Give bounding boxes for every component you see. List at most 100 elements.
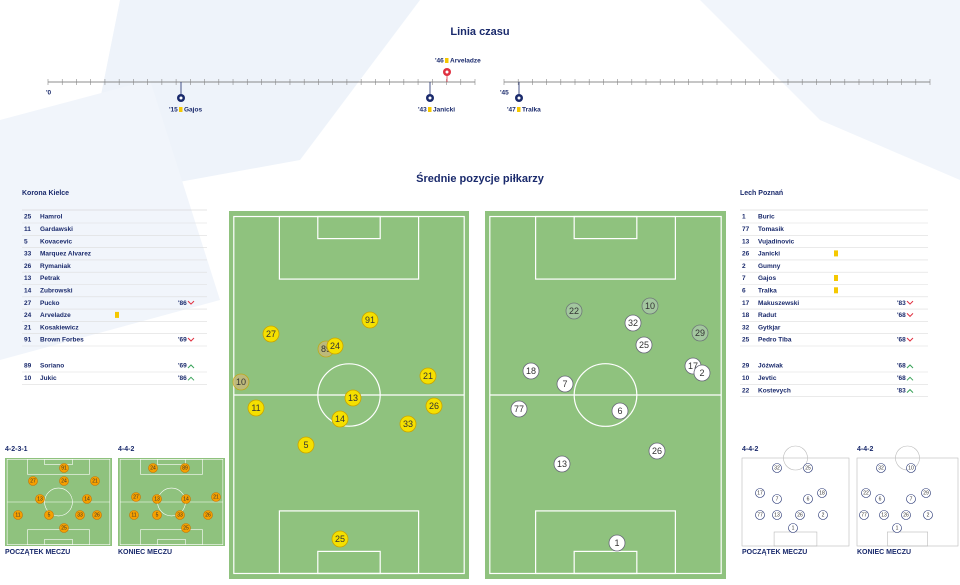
formation-marker bbox=[803, 494, 813, 504]
player-name: Tomasik bbox=[758, 226, 784, 233]
marker-number: 26 bbox=[429, 401, 439, 411]
formation-number: 10 bbox=[908, 466, 914, 472]
yellow-card bbox=[834, 287, 838, 294]
formation-number: 27 bbox=[30, 479, 36, 485]
mini-pitch bbox=[741, 457, 850, 547]
player-number: 10 bbox=[742, 375, 750, 382]
marker-number: 5 bbox=[303, 440, 308, 450]
pitch-six bbox=[317, 550, 381, 575]
yellow-card bbox=[517, 107, 521, 112]
player-name: Marquez Alvarez bbox=[40, 251, 92, 258]
sub-on-arrow bbox=[906, 376, 914, 381]
formation-marker bbox=[13, 510, 23, 520]
player-name: Buric bbox=[758, 214, 775, 221]
formation-marker bbox=[181, 494, 191, 504]
player-name: Gumny bbox=[758, 263, 781, 270]
formation-number: 89 bbox=[182, 466, 188, 472]
sub-minute: '69 bbox=[178, 363, 187, 370]
yellow-card bbox=[834, 275, 838, 281]
pitch-six bbox=[573, 550, 638, 575]
formation-caption: KONIEC MECZU bbox=[857, 549, 911, 556]
player-name: Kovacevic bbox=[40, 238, 73, 245]
player-number: 5 bbox=[24, 238, 28, 245]
player-number: 77 bbox=[742, 226, 750, 233]
formation-marker bbox=[82, 494, 92, 504]
formation-number: 13 bbox=[774, 513, 780, 519]
sub-minute: '69 bbox=[178, 337, 187, 344]
player-number: 91 bbox=[24, 337, 32, 344]
marker-number: 11 bbox=[251, 403, 260, 413]
mini-pitch-six bbox=[44, 459, 73, 465]
marker-number: 33 bbox=[403, 419, 413, 429]
formation-marker bbox=[59, 476, 69, 486]
formation-caption: POCZĄTEK MECZU bbox=[5, 549, 70, 556]
event-player: Tralka bbox=[522, 107, 541, 114]
player-name: Gardawski bbox=[40, 226, 73, 233]
sub-minute: '68 bbox=[897, 363, 906, 370]
marker-number: 21 bbox=[423, 371, 433, 381]
player-number: 21 bbox=[24, 324, 32, 331]
formation-marker bbox=[35, 494, 45, 504]
formation-marker bbox=[861, 488, 871, 498]
yellow-card bbox=[834, 250, 838, 257]
player-number: 18 bbox=[742, 312, 750, 319]
formation-marker bbox=[772, 510, 782, 520]
player-marker bbox=[262, 325, 280, 343]
mini-pitch-six bbox=[44, 539, 73, 545]
player-number: 1 bbox=[742, 214, 746, 221]
player-marker bbox=[565, 302, 583, 320]
formation-marker bbox=[906, 494, 916, 504]
pitch-six bbox=[317, 215, 381, 240]
formation-marker bbox=[44, 510, 54, 520]
marker-number: 10 bbox=[236, 377, 246, 387]
player-name: Radut bbox=[758, 312, 777, 319]
event-minute: '43 bbox=[418, 107, 427, 114]
player-name: Jevtic bbox=[758, 375, 777, 382]
marker-number: 25 bbox=[639, 340, 649, 350]
timeline-title: Linia czasu bbox=[450, 26, 509, 38]
formation-number: 11 bbox=[131, 513, 136, 519]
formation-number: 5 bbox=[48, 513, 51, 519]
mini-pitch-box bbox=[886, 531, 928, 547]
formation-number: 13 bbox=[37, 497, 43, 503]
player-marker bbox=[510, 400, 528, 418]
pitch-six bbox=[573, 215, 638, 240]
formation-marker bbox=[795, 510, 805, 520]
event-player: Arveladze bbox=[450, 58, 481, 65]
formation-number: 17 bbox=[757, 491, 763, 497]
player-number: 27 bbox=[24, 300, 32, 307]
formation-number: 1 bbox=[792, 526, 795, 532]
player-number: 25 bbox=[24, 214, 32, 221]
player-marker bbox=[624, 314, 642, 332]
sub-off-arrow bbox=[906, 337, 914, 342]
formation-number: 26 bbox=[205, 513, 211, 519]
formation-marker bbox=[90, 476, 100, 486]
player-marker bbox=[232, 373, 250, 391]
formation-marker bbox=[755, 510, 765, 520]
player-marker bbox=[399, 415, 417, 433]
player-name: Zubrowski bbox=[40, 288, 73, 295]
sub-on-arrow bbox=[906, 388, 914, 393]
player-number: 10 bbox=[24, 375, 32, 382]
formation-marker bbox=[59, 523, 69, 533]
player-name: Kostevych bbox=[758, 387, 791, 394]
formation-marker bbox=[28, 476, 38, 486]
formation-marker bbox=[892, 523, 902, 533]
yellow-card bbox=[445, 58, 449, 63]
formation-number: 21 bbox=[92, 479, 98, 485]
sub-minute: '83 bbox=[897, 300, 906, 307]
formation-number: 14 bbox=[183, 497, 189, 503]
event-player: Gajos bbox=[184, 107, 202, 114]
formation-number: 13 bbox=[154, 497, 160, 503]
sub-minute: '86 bbox=[178, 300, 187, 307]
formation-number: 77 bbox=[757, 513, 763, 519]
player-name: Kosakiewicz bbox=[40, 324, 79, 331]
formation-marker bbox=[879, 510, 889, 520]
player-number: 26 bbox=[742, 251, 750, 258]
formation-number: 33 bbox=[177, 513, 183, 519]
formation-number: 22 bbox=[863, 491, 869, 497]
player-name: Gytkjar bbox=[758, 324, 781, 331]
player-marker bbox=[648, 442, 666, 460]
formation-marker bbox=[211, 492, 221, 502]
